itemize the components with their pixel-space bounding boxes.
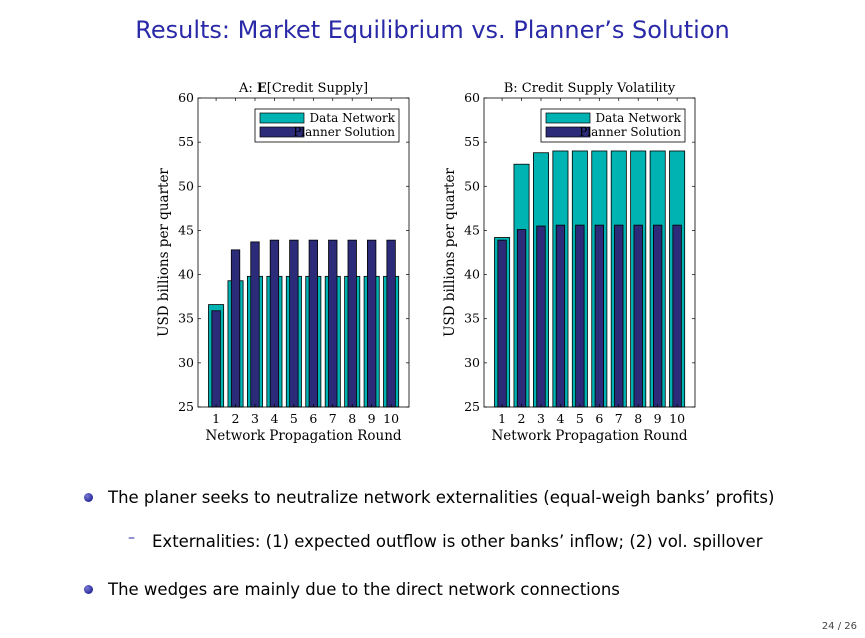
- y-tick-label: 35: [178, 311, 194, 326]
- x-tick-label: 2: [232, 411, 240, 426]
- chart-title-suffix: B: Credit Supply Volatility: [504, 81, 676, 96]
- legend-swatch: [259, 112, 305, 124]
- bar-planner-solution: [230, 249, 241, 408]
- x-tick-label: 2: [518, 411, 526, 426]
- y-tick-label: 40: [464, 267, 480, 282]
- bar-planner-solution: [386, 239, 396, 408]
- x-tick-label: 4: [270, 411, 278, 426]
- y-tick-label: 50: [464, 178, 480, 193]
- x-tick-label: 10: [669, 411, 685, 426]
- x-tick-label: 1: [498, 411, 506, 426]
- plot-frame: [197, 97, 410, 408]
- chart-title-suffix: [Credit Supply]: [267, 81, 368, 96]
- x-tick-label: 9: [654, 411, 662, 426]
- legend-swatch: [545, 112, 591, 124]
- bar-planner-solution: [308, 239, 318, 408]
- bar-planner-solution: [575, 224, 585, 408]
- bar-planner-solution: [347, 239, 357, 408]
- bullet-dot-icon: [84, 585, 93, 594]
- legend-swatch: [545, 126, 591, 138]
- bar-planner-solution: [555, 224, 566, 408]
- bar-planner-solution: [250, 241, 260, 408]
- slide-title: Results: Market Equilibrium vs. Planner’…: [135, 16, 730, 44]
- y-tick-label: 55: [178, 134, 194, 149]
- x-tick-label: 6: [309, 411, 317, 426]
- bar-planner-solution: [497, 239, 507, 408]
- y-tick-label: 35: [464, 311, 480, 326]
- page-number: 24 / 26: [821, 621, 857, 632]
- y-tick-label: 25: [178, 399, 194, 414]
- x-tick-label: 7: [615, 411, 623, 426]
- x-tick-label: 6: [595, 411, 603, 426]
- bar-planner-solution: [536, 225, 546, 408]
- y-tick-label: 45: [464, 222, 480, 237]
- legend-label: Data Network: [596, 111, 682, 125]
- x-tick-label: 4: [556, 411, 564, 426]
- bar-planner-solution: [269, 239, 280, 408]
- chart-title: B: Credit Supply Volatility: [504, 81, 676, 96]
- y-tick-label: 45: [178, 222, 194, 237]
- sub-bullet-text: Externalities: (1) expected outflow is o…: [152, 532, 763, 551]
- y-tick-label: 40: [178, 267, 194, 282]
- y-tick-label: 55: [464, 134, 480, 149]
- legend-label: Planner Solution: [579, 125, 681, 139]
- bar-planner-solution: [211, 310, 221, 408]
- x-tick-label: 3: [537, 411, 545, 426]
- chart-title: A: E[Credit Supply]: [238, 81, 368, 96]
- y-axis-label: USD billions per quarter: [156, 168, 172, 337]
- y-tick-label: 50: [178, 178, 194, 193]
- bar-planner-solution: [289, 239, 299, 408]
- x-tick-label: 7: [329, 411, 337, 426]
- bar-planner-solution: [516, 229, 527, 408]
- bar-planner-solution: [594, 224, 604, 408]
- bar-planner-solution: [633, 224, 643, 408]
- x-tick-label: 5: [576, 411, 584, 426]
- legend-label: Data Network: [310, 111, 396, 125]
- x-axis-label: Network Propagation Round: [491, 428, 687, 444]
- bullet-text: The planer seeks to neutralize network e…: [108, 488, 775, 507]
- x-axis-label: Network Propagation Round: [205, 428, 401, 444]
- plot-frame: [483, 97, 696, 408]
- y-tick-label: 30: [464, 355, 480, 370]
- x-tick-label: 5: [290, 411, 298, 426]
- y-tick-label: 60: [178, 90, 194, 105]
- x-tick-label: 1: [212, 411, 220, 426]
- bar-planner-solution: [328, 239, 338, 408]
- chart-title-prefix: A:: [238, 81, 257, 96]
- x-tick-label: 3: [251, 411, 259, 426]
- legend-swatch: [259, 126, 305, 138]
- y-tick-label: 30: [178, 355, 194, 370]
- bar-planner-solution: [672, 224, 682, 408]
- bullet-dot-icon: [84, 493, 93, 502]
- y-tick-label: 60: [464, 90, 480, 105]
- dash-icon: –: [128, 530, 135, 546]
- bar-planner-solution: [367, 239, 377, 408]
- bullet-text: The wedges are mainly due to the direct …: [108, 580, 620, 599]
- x-tick-label: 9: [368, 411, 376, 426]
- chart-title-bold: E: [257, 81, 267, 96]
- legend-label: Planner Solution: [293, 125, 395, 139]
- bar-planner-solution: [653, 224, 663, 408]
- x-tick-label: 8: [348, 411, 356, 426]
- y-tick-label: 25: [464, 399, 480, 414]
- x-tick-label: 10: [383, 411, 399, 426]
- x-tick-label: 8: [634, 411, 642, 426]
- bar-planner-solution: [614, 224, 624, 408]
- y-axis-label: USD billions per quarter: [442, 168, 458, 337]
